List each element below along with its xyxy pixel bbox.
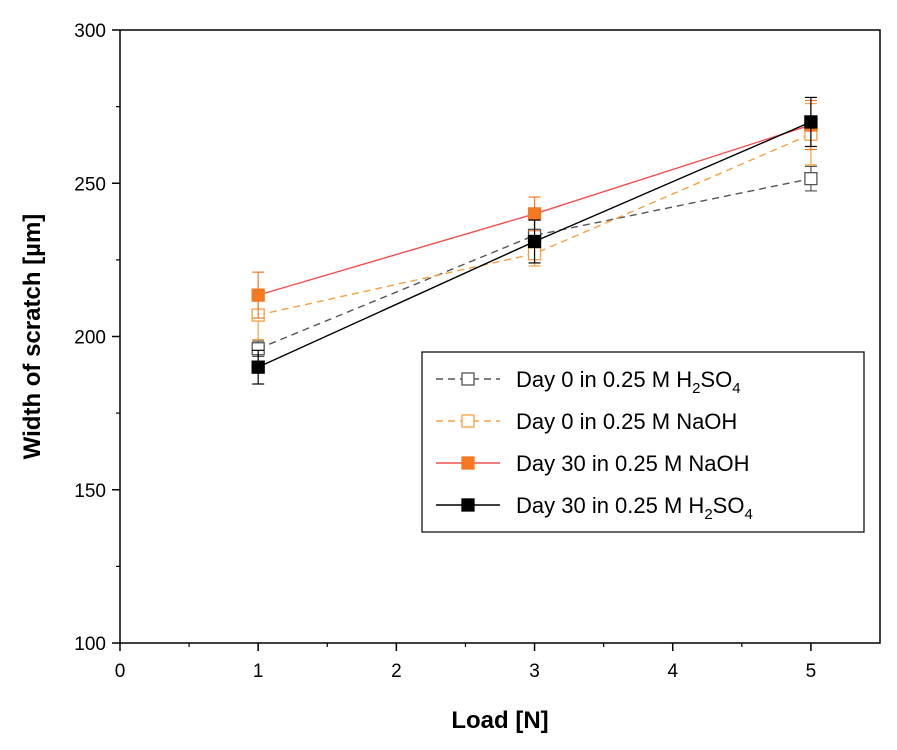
axes: 0 1 2 3 4 5 100 150 200 250 300: [74, 21, 881, 682]
plot-frame: [119, 29, 881, 644]
y-tick-label-300: 300: [74, 21, 106, 42]
legend-entry-3: Day 30 in 0.25 M H2SO4: [436, 493, 753, 523]
data-point: [251, 288, 265, 302]
y-tick-label-100: 100: [74, 634, 106, 655]
data-point: [804, 172, 818, 186]
legend-marker: [461, 414, 475, 428]
legend-marker: [461, 498, 475, 512]
x-tick-label-2: 2: [391, 661, 402, 682]
x-tick-label-4: 4: [667, 661, 678, 682]
x-tick-label-5: 5: [806, 661, 817, 682]
legend-box: [421, 351, 865, 533]
legend-entry-1: Day 0 in 0.25 M NaOH: [436, 409, 737, 434]
x-tick-label-0: 0: [115, 661, 126, 682]
y-axis-title: Width of scratch [µm]: [19, 214, 46, 460]
legend-label: Day 0 in 0.25 M H2SO4: [516, 367, 741, 397]
y-tick-label-150: 150: [74, 481, 106, 502]
y-tick-label-250: 250: [74, 174, 106, 195]
x-tick-label-1: 1: [253, 661, 264, 682]
data-point: [804, 115, 818, 129]
legend-entry-2: Day 30 in 0.25 M NaOH: [436, 451, 750, 476]
legend-entry-0: Day 0 in 0.25 M H2SO4: [436, 367, 741, 397]
legend-label: Day 30 in 0.25 M NaOH: [516, 451, 750, 476]
series-group: [251, 96, 818, 385]
data-point: [527, 207, 542, 221]
x-axis-title: Load [N]: [451, 707, 548, 734]
series-line-0: [257, 177, 812, 350]
series-3: [251, 96, 818, 385]
series-2: [251, 99, 818, 319]
x-tick-label-3: 3: [529, 661, 540, 682]
legend-marker: [461, 456, 475, 470]
legend-label: Day 30 in 0.25 M H2SO4: [516, 493, 753, 523]
legend-label: Day 0 in 0.25 M NaOH: [516, 409, 737, 434]
legend: Day 0 in 0.25 M H2SO4 Day 0 in 0.25 M NaO…: [421, 351, 865, 533]
y-tick-label-200: 200: [74, 328, 106, 349]
legend-marker: [461, 372, 475, 386]
data-point: [251, 360, 265, 374]
series-line-1: [258, 133, 812, 316]
data-point: [527, 234, 542, 249]
